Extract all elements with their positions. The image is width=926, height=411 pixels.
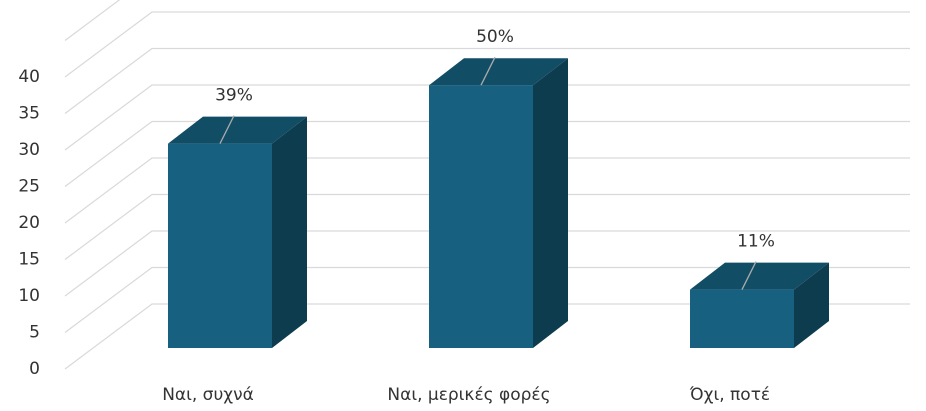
- bar-side: [272, 116, 307, 348]
- grid-line: [64, 193, 910, 260]
- grid-line: [64, 47, 910, 114]
- data-label: 39%: [215, 86, 253, 106]
- data-label: 50%: [476, 27, 514, 47]
- label-leader: [480, 56, 496, 86]
- y-tick-label: 35: [18, 104, 40, 124]
- label-leader: [741, 261, 757, 290]
- grid-line: [64, 84, 910, 151]
- grid-line: [64, 230, 910, 297]
- bar-top: [168, 116, 307, 144]
- y-tick-label: 40: [18, 67, 40, 87]
- y-tick-label: 0: [29, 359, 40, 379]
- grid-line: [64, 120, 910, 187]
- y-tick-label: 10: [18, 286, 40, 306]
- grid-line: [64, 0, 121, 41]
- x-tick-label: Ναι, συχνά: [162, 385, 254, 405]
- y-tick-label: 30: [18, 140, 40, 160]
- bar-side: [533, 58, 568, 348]
- label-leader: [219, 115, 235, 144]
- bar-side: [794, 262, 829, 348]
- x-tick-label: Όχι, ποτέ: [689, 385, 770, 405]
- grid-line: [64, 11, 910, 78]
- y-tick-label: 25: [18, 177, 40, 197]
- bar: [690, 289, 794, 348]
- y-tick-label: 15: [18, 250, 40, 270]
- bar: [168, 143, 272, 348]
- grid-line: [64, 266, 910, 333]
- y-tick-label: 20: [18, 213, 40, 233]
- bar: [429, 85, 533, 348]
- bar-top: [690, 262, 829, 290]
- x-tick-label: Ναι, μερικές φορές: [387, 385, 550, 405]
- bar-top: [429, 58, 568, 86]
- grid-line: [64, 157, 910, 224]
- grid-line: [64, 303, 910, 370]
- data-label: 11%: [737, 232, 775, 252]
- y-tick-label: 5: [29, 323, 40, 343]
